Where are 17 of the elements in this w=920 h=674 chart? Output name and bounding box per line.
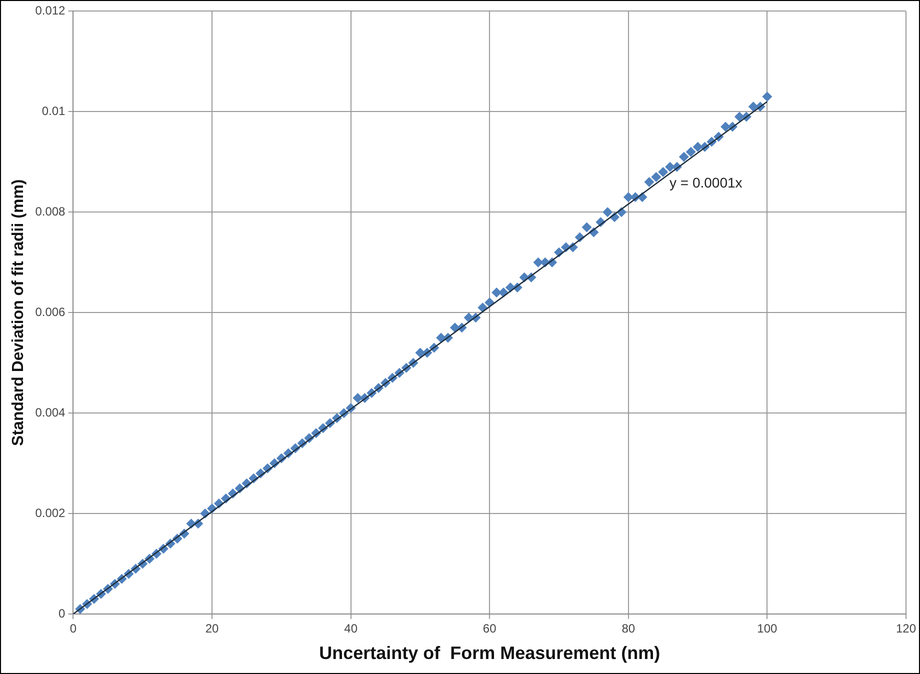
y-tick-label: 0.008 [35, 204, 66, 218]
x-tick-label: 60 [482, 622, 497, 636]
y-axis-title: Standard Deviation of fit radii (mm) [10, 179, 28, 446]
y-tick-label: 0.002 [35, 506, 66, 520]
annotation: y = 0.0001x [669, 174, 742, 190]
y-tick-label: 0.006 [35, 304, 66, 319]
y-tick-label: 0.01 [42, 104, 66, 118]
x-tick-label: 80 [622, 622, 636, 636]
y-tick-label: 0 [58, 606, 66, 620]
x-tick-label: 120 [896, 622, 916, 636]
x-tick-label: 40 [344, 622, 358, 636]
y-tick-label: 0.012 [35, 4, 66, 18]
x-tick-label: 0 [70, 622, 77, 636]
x-tick-label: 20 [205, 622, 220, 636]
x-tick-label: 100 [757, 622, 778, 636]
y-tick-label: 0.004 [35, 405, 66, 420]
x-axis-title: Uncertainty of Form Measurement (nm) [319, 643, 660, 664]
